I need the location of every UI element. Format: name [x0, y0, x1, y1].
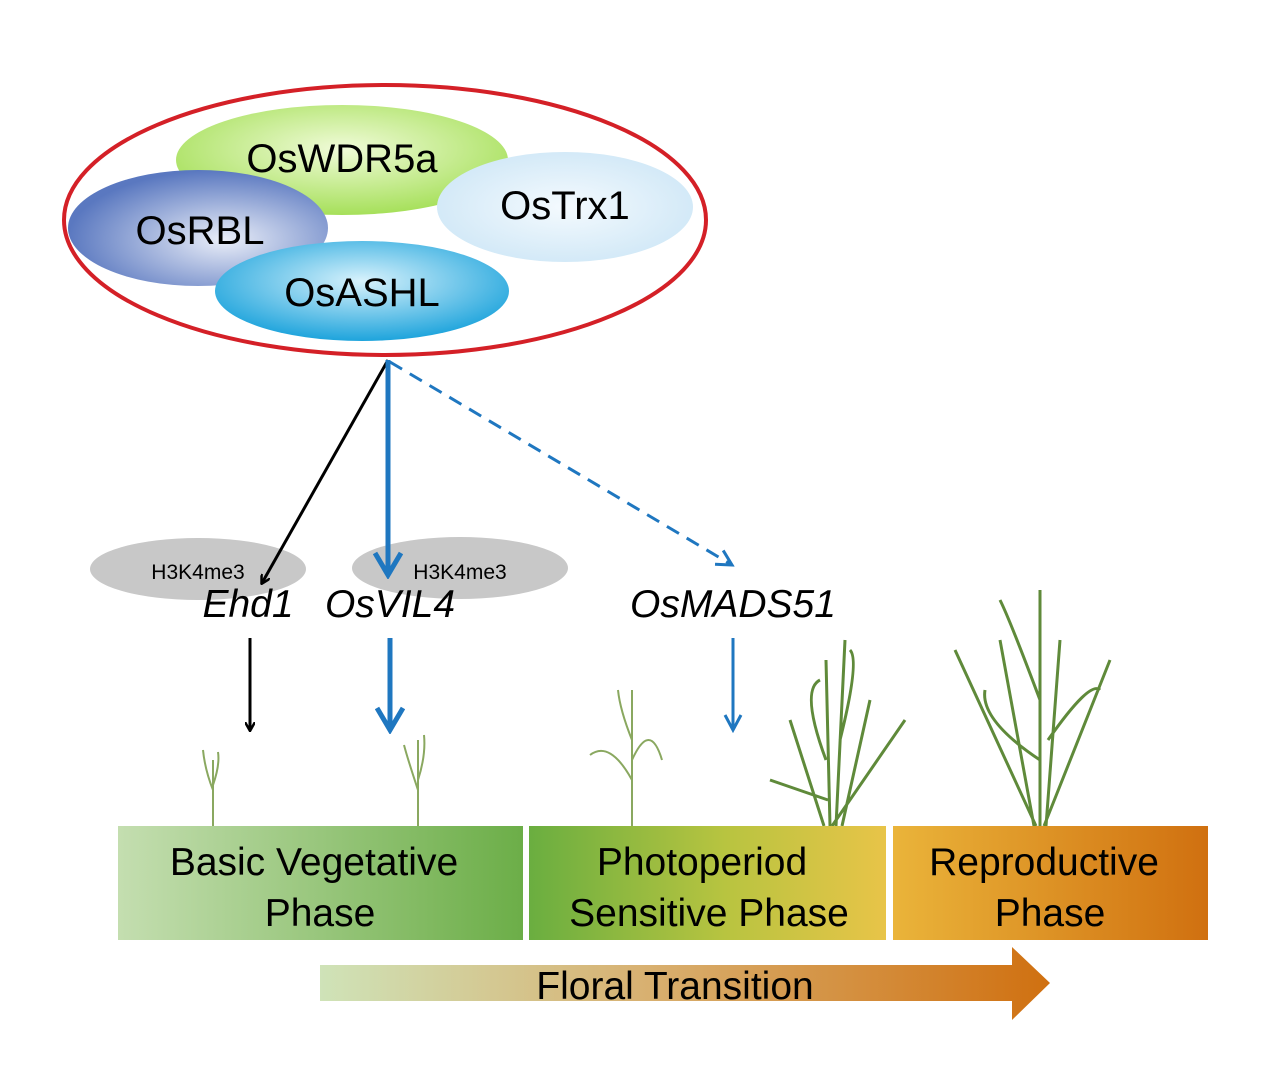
label-osashl: OsASHL: [284, 271, 440, 315]
phase-label: Basic Vegetative: [170, 841, 458, 884]
phase-photoperiod-sensitive: [529, 826, 886, 940]
protein-complex: OsWDR5a OsTrx1 OsRBL OsASHL: [62, 83, 708, 357]
rice-seedling-icon: [403, 734, 426, 826]
phase-label: Sensitive Phase: [569, 892, 849, 935]
gene-ehd1: Ehd1: [202, 583, 293, 626]
rice-seedling-icon: [202, 749, 220, 826]
phase-reproductive: [893, 826, 1208, 940]
rice-plant-heading-icon: [953, 590, 1112, 827]
dashed-arrow-to-osmads51: [389, 360, 732, 565]
phase-basic-vegetative: [118, 826, 523, 940]
complex-outline: [62, 83, 708, 357]
mark-label: H3K4me3: [413, 561, 506, 584]
gene-osvil4: OsVIL4: [325, 583, 455, 626]
h3k4me3-mark-ehd1: [90, 538, 306, 600]
rice-plant-tillering-icon: [769, 639, 907, 827]
protein-osashl: [215, 241, 509, 341]
protein-ostrx1: [437, 152, 693, 262]
phase-label: Phase: [995, 892, 1106, 935]
phase-label: Phase: [265, 892, 376, 935]
mark-label: H3K4me3: [151, 561, 244, 584]
rice-plant-icons: [202, 590, 1112, 827]
h3k4me3-mark-osvil4: [352, 537, 568, 599]
label-oswdr5a: OsWDR5a: [246, 137, 438, 181]
phase-label: Reproductive: [929, 841, 1159, 884]
phase-label: Photoperiod: [597, 841, 807, 884]
floral-transition-arrow: [320, 947, 1050, 1020]
label-osrbl: OsRBL: [136, 209, 265, 253]
arrow-to-ehd1: [262, 359, 390, 583]
rice-plant-icon: [589, 689, 663, 826]
gene-osmads51: OsMADS51: [630, 583, 836, 626]
label-ostrx1: OsTrx1: [500, 184, 630, 228]
floral-transition-label: Floral Transition: [536, 965, 813, 1008]
